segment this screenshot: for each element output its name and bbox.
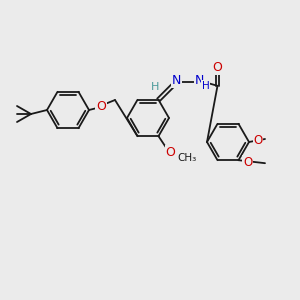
Text: O: O: [213, 61, 222, 74]
Text: N: N: [195, 74, 204, 87]
Text: O: O: [243, 156, 252, 169]
Text: O: O: [96, 100, 106, 112]
Text: O: O: [254, 134, 262, 146]
Text: O: O: [166, 146, 176, 159]
Text: H: H: [202, 81, 209, 91]
Text: CH₃: CH₃: [177, 153, 196, 163]
Text: N: N: [172, 74, 181, 87]
Text: H: H: [151, 82, 160, 92]
